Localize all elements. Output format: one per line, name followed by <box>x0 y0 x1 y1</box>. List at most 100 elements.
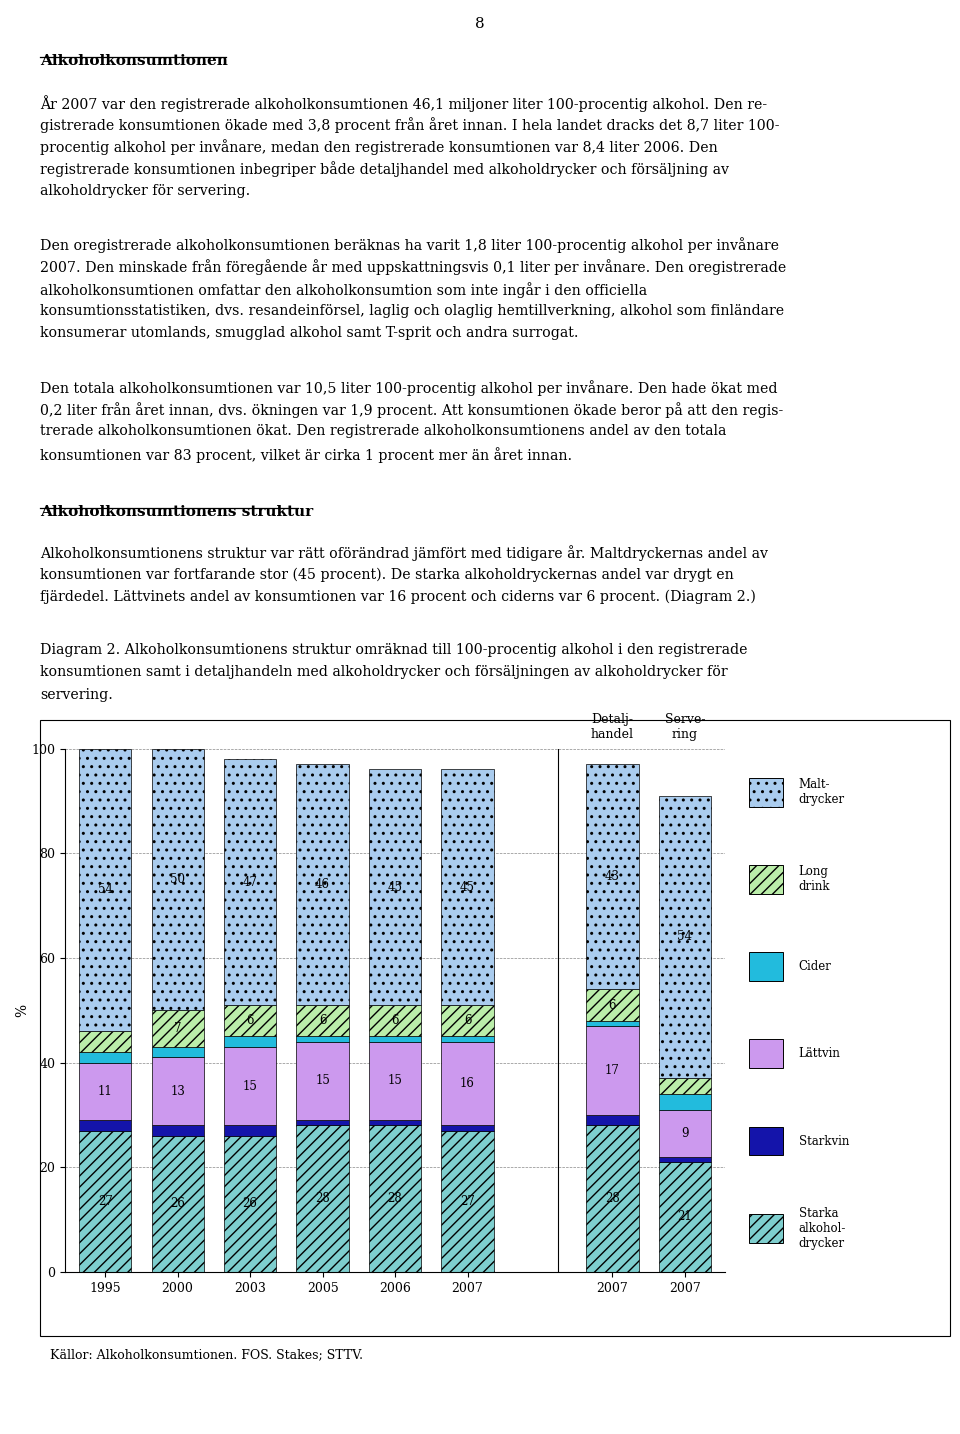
Bar <box>587 1116 638 1126</box>
Bar <box>224 1037 276 1047</box>
Text: 27: 27 <box>460 1195 475 1207</box>
Text: konsumtionen var fortfarande stor (45 procent). De starka alkoholdryckernas ande: konsumtionen var fortfarande stor (45 pr… <box>40 568 734 582</box>
Bar <box>659 1094 711 1110</box>
Bar <box>442 1130 493 1272</box>
Bar <box>224 1126 276 1136</box>
Text: 17: 17 <box>605 1064 620 1077</box>
Bar <box>224 1136 276 1272</box>
Bar <box>587 1021 638 1025</box>
Text: 11: 11 <box>98 1086 112 1098</box>
Bar <box>442 1041 493 1126</box>
Text: 28: 28 <box>315 1192 330 1205</box>
Bar <box>749 952 783 981</box>
Text: 26: 26 <box>243 1197 257 1210</box>
Bar <box>587 1025 638 1116</box>
Bar <box>659 1078 711 1094</box>
Bar <box>369 1037 421 1041</box>
Bar <box>297 764 348 1005</box>
Bar <box>297 1041 348 1120</box>
Text: 6: 6 <box>464 1014 471 1027</box>
Bar <box>749 865 783 893</box>
Text: 8: 8 <box>475 17 485 32</box>
Bar <box>79 1063 132 1120</box>
Text: 6: 6 <box>609 998 616 1011</box>
Text: konsumtionen var 83 procent, vilket är cirka 1 procent mer än året innan.: konsumtionen var 83 procent, vilket är c… <box>40 447 572 463</box>
Bar <box>152 1126 204 1136</box>
Bar <box>442 770 493 1005</box>
Text: konsumtionsstatistiken, dvs. resandeinförsel, laglig och olaglig hemtillverkning: konsumtionsstatistiken, dvs. resandeinfö… <box>40 304 784 318</box>
Bar <box>659 1157 711 1162</box>
Text: 47: 47 <box>243 876 257 889</box>
Text: 50: 50 <box>170 873 185 886</box>
Bar <box>749 1127 783 1156</box>
Text: Alkoholkonsumtionens struktur: Alkoholkonsumtionens struktur <box>40 505 314 519</box>
Bar <box>442 1037 493 1041</box>
Text: Diagram 2. Alkoholkonsumtionens struktur omräknad till 100-procentig alkohol i d: Diagram 2. Alkoholkonsumtionens struktur… <box>40 644 748 657</box>
Text: 54: 54 <box>678 931 692 944</box>
Bar <box>442 1126 493 1130</box>
Bar <box>749 777 783 806</box>
Text: Den oregistrerade alkoholkonsumtionen beräknas ha varit 1,8 liter 100-procentig : Den oregistrerade alkoholkonsumtionen be… <box>40 238 780 254</box>
Bar <box>224 1005 276 1037</box>
Bar <box>369 770 421 1005</box>
Text: Den totala alkoholkonsumtionen var 10,5 liter 100-procentig alkohol per invånare: Den totala alkoholkonsumtionen var 10,5 … <box>40 380 778 396</box>
Bar <box>369 1005 421 1037</box>
Text: Lättvin: Lättvin <box>799 1047 841 1060</box>
Text: 28: 28 <box>605 1192 620 1205</box>
Text: 2007. Den minskade från föregående år med uppskattningsvis 0,1 liter per invånar: 2007. Den minskade från föregående år me… <box>40 260 786 275</box>
Text: alkoholkonsumtionen omfattar den alkoholkonsumtion som inte ingår i den officiel: alkoholkonsumtionen omfattar den alkohol… <box>40 282 647 298</box>
Bar <box>749 1215 783 1243</box>
Text: 6: 6 <box>247 1014 253 1027</box>
Bar <box>297 1126 348 1272</box>
Text: Starkvin: Starkvin <box>799 1134 849 1147</box>
Bar <box>659 1110 711 1157</box>
Text: 26: 26 <box>170 1197 185 1210</box>
Text: Källor: Alkoholkonsumtionen. FOS. Stakes; STTV.: Källor: Alkoholkonsumtionen. FOS. Stakes… <box>50 1348 363 1361</box>
Text: 16: 16 <box>460 1077 475 1090</box>
Text: 15: 15 <box>315 1074 330 1087</box>
Bar <box>442 1005 493 1037</box>
Text: 15: 15 <box>388 1074 402 1087</box>
Text: konsumtionen samt i detaljhandeln med alkoholdrycker och försäljningen av alkoho: konsumtionen samt i detaljhandeln med al… <box>40 665 728 680</box>
Text: 6: 6 <box>392 1014 398 1027</box>
Bar <box>152 1057 204 1126</box>
Bar <box>224 1047 276 1126</box>
Text: gistrerade konsumtionen ökade med 3,8 procent från året innan. I hela landet dra: gistrerade konsumtionen ökade med 3,8 pr… <box>40 118 780 133</box>
Text: 45: 45 <box>388 880 402 893</box>
Text: 7: 7 <box>174 1022 181 1035</box>
Text: 13: 13 <box>170 1086 185 1098</box>
Bar <box>659 796 711 1078</box>
Bar <box>587 764 638 989</box>
Text: Cider: Cider <box>799 961 831 974</box>
Y-axis label: %: % <box>14 1004 29 1017</box>
Text: Long
drink: Long drink <box>799 865 830 893</box>
Text: 6: 6 <box>319 1014 326 1027</box>
Bar <box>587 989 638 1021</box>
Text: konsumerar utomlands, smugglad alkohol samt T-sprit och andra surrogat.: konsumerar utomlands, smugglad alkohol s… <box>40 327 579 340</box>
Text: procentig alkohol per invånare, medan den registrerade konsumtionen var 8,4 lite: procentig alkohol per invånare, medan de… <box>40 139 718 155</box>
Text: År 2007 var den registrerade alkoholkonsumtionen 46,1 miljoner liter 100-procent: År 2007 var den registrerade alkoholkons… <box>40 95 767 112</box>
Text: fjärdedel. Lättvinets andel av konsumtionen var 16 procent och ciderns var 6 pro: fjärdedel. Lättvinets andel av konsumtio… <box>40 589 756 604</box>
Text: Malt-
drycker: Malt- drycker <box>799 779 845 806</box>
Bar <box>152 1011 204 1047</box>
Bar <box>79 1053 132 1063</box>
Bar <box>152 749 204 1011</box>
Bar <box>369 1041 421 1120</box>
Bar <box>369 1120 421 1126</box>
Text: Alkoholkonsumtionens struktur var rätt oförändrad jämfört med tidigare år. Maltd: Alkoholkonsumtionens struktur var rätt o… <box>40 545 768 561</box>
Text: 43: 43 <box>605 870 620 883</box>
Bar <box>659 1162 711 1272</box>
Text: 0,2 liter från året innan, dvs. ökningen var 1,9 procent. Att konsumtionen ökade: 0,2 liter från året innan, dvs. ökningen… <box>40 403 783 419</box>
Bar <box>587 1126 638 1272</box>
Bar <box>224 759 276 1005</box>
Bar <box>297 1037 348 1041</box>
Text: 46: 46 <box>315 878 330 891</box>
Text: Starka
alkohol-
drycker: Starka alkohol- drycker <box>799 1207 846 1250</box>
Text: 45: 45 <box>460 880 475 893</box>
Text: 28: 28 <box>388 1192 402 1205</box>
Text: Detalj-
handel: Detalj- handel <box>591 713 634 741</box>
Text: registrerade konsumtionen inbegriper både detaljhandel med alkoholdrycker och fö: registrerade konsumtionen inbegriper båd… <box>40 162 730 178</box>
Bar <box>749 1040 783 1068</box>
Text: 15: 15 <box>243 1080 257 1093</box>
Text: Serve-
ring: Serve- ring <box>664 713 706 741</box>
